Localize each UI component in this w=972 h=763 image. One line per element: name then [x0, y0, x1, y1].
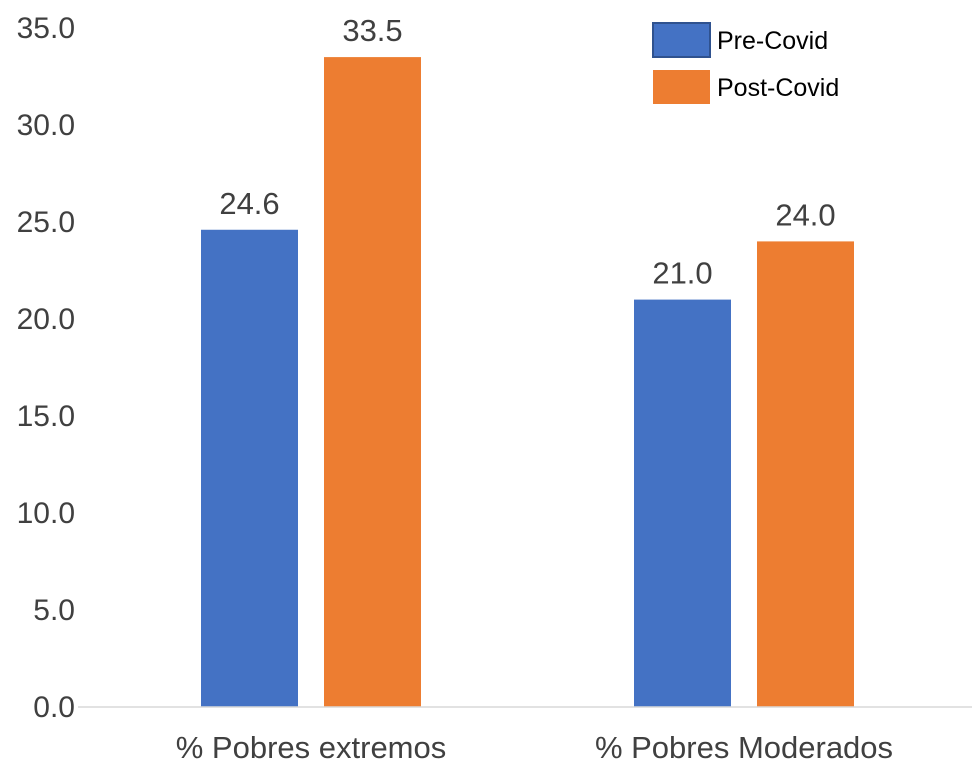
data-label: 33.5	[342, 13, 402, 48]
data-label: 24.0	[775, 197, 835, 232]
y-tick-label: 25.0	[17, 206, 75, 239]
bar-pre-covid-1	[201, 229, 298, 707]
data-labels: 24.6 33.5 21.0 24.0	[219, 13, 835, 291]
data-label: 24.6	[219, 186, 279, 221]
y-tick-label: 5.0	[33, 594, 75, 627]
legend: Pre-Covid Post-Covid	[652, 22, 839, 104]
y-tick-label: 10.0	[17, 497, 75, 530]
y-tick-label: 35.0	[17, 12, 75, 45]
bar-post-covid-1	[324, 57, 421, 708]
x-category-label: % Pobres extremos	[176, 730, 447, 763]
data-label: 21.0	[652, 256, 712, 291]
y-tick-label: 15.0	[17, 400, 75, 433]
legend-label: Pre-Covid	[717, 27, 828, 55]
legend-swatch	[653, 70, 710, 104]
x-axis-categories: % Pobres extremos % Pobres Moderados	[176, 730, 893, 763]
x-category-label: % Pobres Moderados	[595, 730, 893, 763]
legend-label: Post-Covid	[717, 74, 839, 102]
y-tick-label: 30.0	[17, 109, 75, 142]
y-tick-label: 20.0	[17, 303, 75, 336]
bar-post-covid-2	[757, 241, 854, 707]
bars	[201, 57, 854, 708]
legend-swatch	[652, 22, 711, 58]
bar-pre-covid-2	[634, 299, 731, 707]
y-tick-label: 0.0	[33, 691, 75, 724]
y-axis-ticks: 0.0 5.0 10.0 15.0 20.0 25.0 30.0 35.0	[17, 12, 75, 724]
